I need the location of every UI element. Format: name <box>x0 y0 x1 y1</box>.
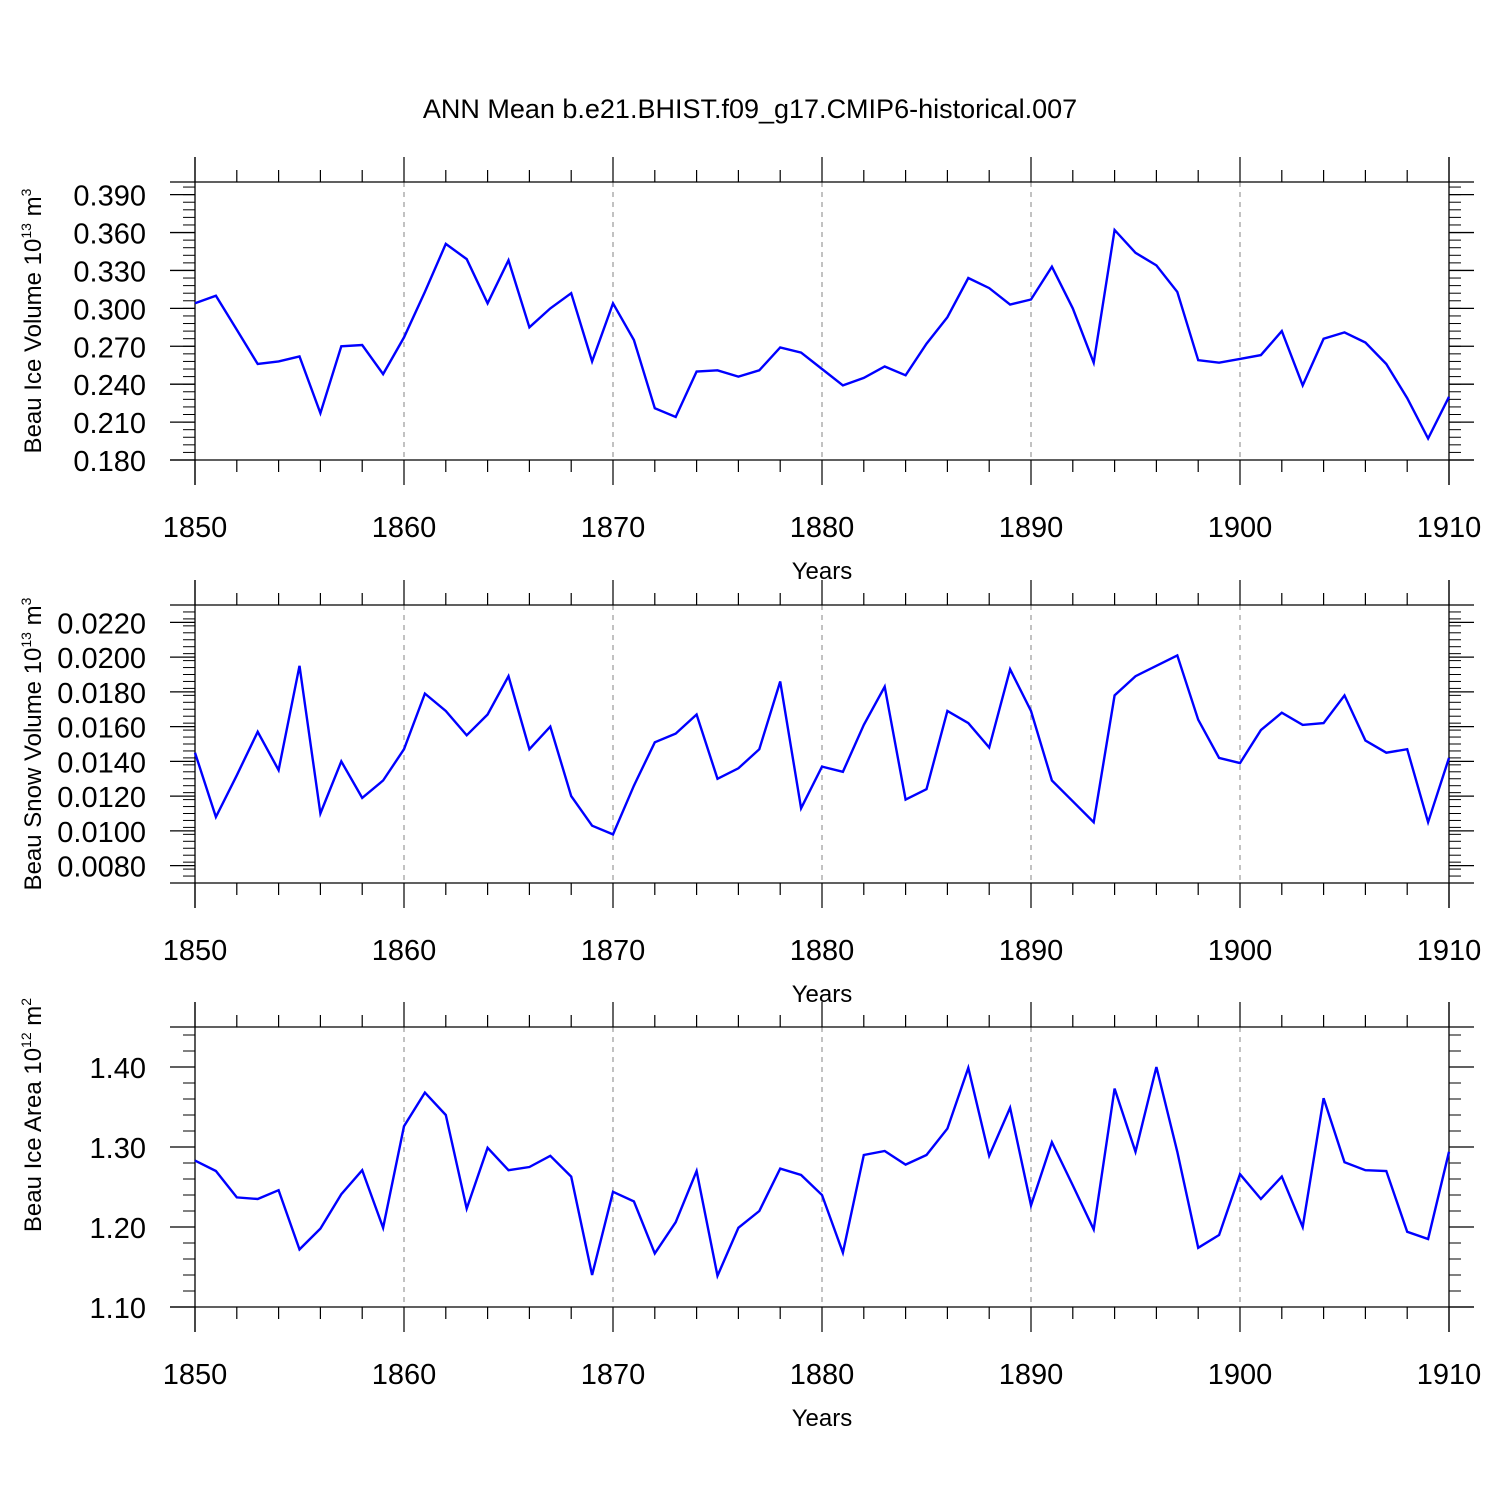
y-axis-label: Beau Ice Volume 1013 m3 <box>18 188 47 453</box>
x-tick-label: 1850 <box>163 512 228 544</box>
y-tick-label: 0.270 <box>73 332 146 364</box>
y-axis-label-unit-exponent: 2 <box>18 998 34 1006</box>
x-tick-label: 1900 <box>1208 512 1273 544</box>
y-tick-label: 0.0100 <box>57 817 146 849</box>
y-tick-label: 0.0120 <box>57 782 146 814</box>
x-tick-label: 1860 <box>372 512 437 544</box>
y-axis-label-exponent: 13 <box>18 223 34 239</box>
series-line-beau-ice-area <box>194 1063 1451 1280</box>
y-axis-label-unit-exponent: 3 <box>18 597 34 605</box>
y-tick-label: 1.10 <box>90 1293 146 1325</box>
x-tick-label: 1900 <box>1208 1359 1273 1391</box>
y-axis-label-unit-exponent: 3 <box>18 188 34 196</box>
x-tick-label: 1910 <box>1417 935 1482 967</box>
x-tick-label: 1890 <box>999 512 1064 544</box>
y-axis-label-exponent: 13 <box>18 632 34 648</box>
panel-2: 0.00800.01000.01200.01400.01600.01800.02… <box>18 580 1481 1008</box>
y-tick-label: 0.330 <box>73 256 146 288</box>
x-tick-label: 1850 <box>163 1359 228 1391</box>
y-tick-label: 0.0160 <box>57 713 146 745</box>
x-tick-label: 1860 <box>372 935 437 967</box>
y-tick-label: 1.40 <box>90 1053 146 1085</box>
x-tick-label: 1910 <box>1417 512 1482 544</box>
series-line-beau-snow-volume <box>193 653 1451 836</box>
y-axis-label: Beau Snow Volume 1013 m3 <box>18 597 47 890</box>
x-tick-label: 1870 <box>581 512 646 544</box>
y-tick-label: 0.210 <box>73 408 146 440</box>
y-tick-label: 0.180 <box>73 446 146 478</box>
y-tick-label: 0.0180 <box>57 678 146 710</box>
y-axis-label: Beau Ice Area 1012 m2 <box>18 998 47 1232</box>
x-tick-label: 1900 <box>1208 935 1273 967</box>
y-axis-label-exponent: 12 <box>18 1032 34 1048</box>
y-tick-label: 0.300 <box>73 294 146 326</box>
series-line-beau-ice-volume <box>194 227 1451 442</box>
y-tick-label: 0.390 <box>73 181 146 213</box>
panel-1: 0.180 0.210 0.240 0.270 0.300 0.330 0.360 0.390… <box>18 157 1481 585</box>
x-tick-label: 1890 <box>999 935 1064 967</box>
x-tick-label: 1870 <box>581 1359 646 1391</box>
y-tick-label: 1.30 <box>90 1133 146 1165</box>
chart-title: ANN Mean b.e21.BHIST.f09_g17.CMIP6-histo… <box>423 94 1077 124</box>
x-tick-label: 1880 <box>790 512 855 544</box>
y-tick-label: 0.0080 <box>57 852 146 884</box>
y-tick-label: 0.0220 <box>57 608 146 640</box>
x-axis-label: Years <box>792 1405 853 1432</box>
y-tick-label: 0.240 <box>73 370 146 402</box>
x-tick-label: 1870 <box>581 935 646 967</box>
y-tick-label: 0.360 <box>73 219 146 251</box>
x-tick-label: 1910 <box>1417 1359 1482 1391</box>
y-tick-label: 0.0200 <box>57 643 146 675</box>
x-tick-label: 1880 <box>790 1359 855 1391</box>
x-tick-label: 1860 <box>372 1359 437 1391</box>
y-tick-label: 0.0140 <box>57 747 146 779</box>
x-tick-label: 1890 <box>999 1359 1064 1391</box>
x-tick-label: 1880 <box>790 935 855 967</box>
y-tick-label: 1.20 <box>90 1213 146 1245</box>
panel-3: 1.10 1.20 1.30 1.40 1850 1860 1870 1880 1890 1900… <box>18 998 1481 1432</box>
x-tick-label: 1850 <box>163 935 228 967</box>
